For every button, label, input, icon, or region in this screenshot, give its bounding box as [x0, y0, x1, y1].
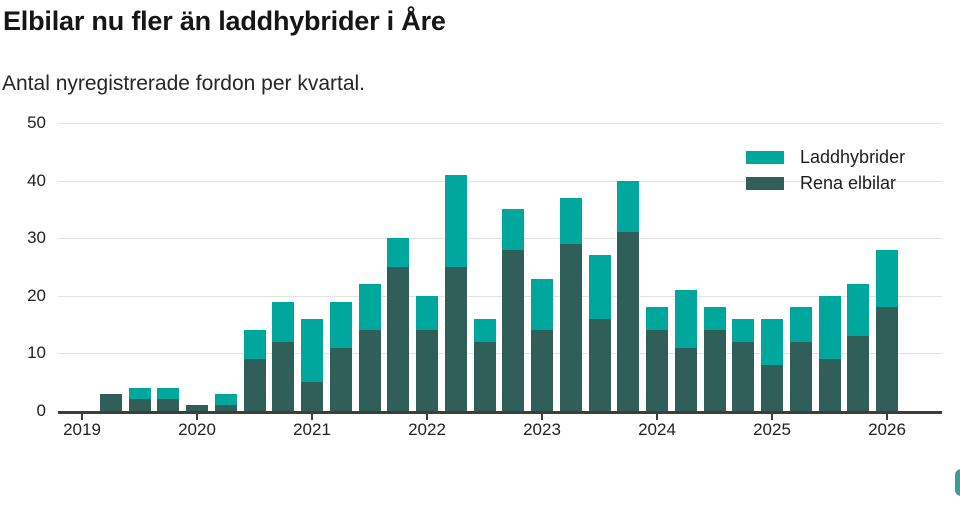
- x-tick-label-2023: 2023: [523, 420, 561, 439]
- bar-laddhybrider-2024-Q2: [675, 290, 697, 348]
- bar-rena-elbilar-2022-Q4: [502, 249, 524, 411]
- y-tick-label: 0: [36, 401, 46, 420]
- bar-rena-elbilar-2020-Q4: [272, 341, 294, 411]
- x-axis-tick-2022: [426, 414, 428, 420]
- x-axis-tick-2026: [886, 414, 888, 420]
- bar-rena-elbilar-2019-Q2: [100, 393, 122, 411]
- x-axis-tick-2020: [196, 414, 198, 420]
- bar-laddhybrider-2020-Q4: [272, 301, 294, 342]
- legend-label-laddhybrider: Laddhybrider: [800, 146, 906, 167]
- bar-laddhybrider-2022-Q2: [445, 174, 467, 267]
- legend-item-laddhybrider: Laddhybrider: [746, 144, 905, 170]
- x-tick-label-2020: 2020: [178, 420, 216, 439]
- bar-rena-elbilar-2020-Q2: [215, 405, 237, 411]
- bar-laddhybrider-2023-Q4: [617, 180, 639, 233]
- bar-laddhybrider-2023-Q1: [531, 278, 553, 331]
- legend-swatch-laddhybrider: [746, 150, 784, 164]
- bar-laddhybrider-2023-Q3: [589, 255, 611, 319]
- y-tick-label: 30: [27, 228, 46, 247]
- bar-laddhybrider-2024-Q1: [646, 307, 668, 331]
- bar-rena-elbilar-2019-Q4: [157, 399, 179, 411]
- bar-rena-elbilar-2021-Q3: [359, 330, 381, 411]
- y-tick-label: 20: [27, 286, 46, 305]
- page-subtitle: Antal nyregistrerade fordon per kvartal.: [2, 72, 366, 95]
- bar-rena-elbilar-2024-Q1: [646, 330, 668, 411]
- bar-laddhybrider-2020-Q2: [215, 393, 237, 406]
- bar-laddhybrider-2019-Q4: [157, 387, 179, 400]
- gridline-50: [58, 123, 942, 124]
- bar-rena-elbilar-2023-Q3: [589, 318, 611, 411]
- legend: Laddhybrider Rena elbilar: [746, 144, 905, 196]
- legend-swatch-rena-elbilar: [746, 176, 784, 190]
- legend-label-rena-elbilar: Rena elbilar: [800, 172, 897, 193]
- gridline-20: [58, 296, 942, 297]
- bar-rena-elbilar-2025-Q2: [790, 341, 812, 411]
- bar-rena-elbilar-2021-Q4: [387, 267, 409, 411]
- newsworthy-logo-icon: [955, 469, 960, 496]
- x-axis-tick-2021: [311, 414, 313, 420]
- bar-laddhybrider-2021-Q3: [359, 284, 381, 331]
- x-axis-tick-2024: [656, 414, 658, 420]
- y-tick-label: 40: [27, 171, 46, 190]
- bar-laddhybrider-2019-Q3: [129, 387, 151, 400]
- x-tick-label-2025: 2025: [753, 420, 791, 439]
- bar-rena-elbilar-2022-Q2: [445, 267, 467, 411]
- bar-rena-elbilar-2019-Q3: [129, 399, 151, 411]
- bar-rena-elbilar-2020-Q1: [186, 405, 208, 411]
- bar-laddhybrider-2022-Q4: [502, 209, 524, 250]
- bar-laddhybrider-2025-Q1: [761, 318, 783, 365]
- x-axis-tick-2019: [81, 414, 83, 420]
- bar-rena-elbilar-2025-Q1: [761, 364, 783, 411]
- bar-rena-elbilar-2023-Q1: [531, 330, 553, 411]
- bar-rena-elbilar-2025-Q4: [847, 336, 869, 411]
- x-axis-line: [58, 411, 942, 414]
- y-tick-label: 10: [27, 343, 46, 362]
- bar-rena-elbilar-2021-Q1: [301, 382, 323, 411]
- bar-laddhybrider-2023-Q2: [560, 197, 582, 244]
- x-tick-label-2021: 2021: [293, 420, 331, 439]
- bar-laddhybrider-2024-Q4: [732, 318, 754, 342]
- x-tick-label-2022: 2022: [408, 420, 446, 439]
- x-tick-label-2026: 2026: [868, 420, 906, 439]
- gridline-30: [58, 238, 942, 239]
- bar-rena-elbilar-2021-Q2: [330, 347, 352, 411]
- bar-laddhybrider-2025-Q3: [819, 295, 841, 360]
- bar-laddhybrider-2024-Q3: [704, 307, 726, 331]
- bar-laddhybrider-2025-Q2: [790, 307, 812, 342]
- legend-item-rena-elbilar: Rena elbilar: [746, 170, 905, 196]
- bar-rena-elbilar-2025-Q3: [819, 359, 841, 411]
- bar-laddhybrider-2022-Q3: [474, 318, 496, 342]
- bar-rena-elbilar-2022-Q3: [474, 341, 496, 411]
- gridline-40: [58, 181, 942, 182]
- bar-rena-elbilar-2023-Q2: [560, 243, 582, 411]
- bar-rena-elbilar-2024-Q4: [732, 341, 754, 411]
- bar-rena-elbilar-2024-Q3: [704, 330, 726, 411]
- bar-laddhybrider-2020-Q3: [244, 330, 266, 360]
- bar-laddhybrider-2021-Q4: [387, 238, 409, 267]
- bar-laddhybrider-2026-Q1: [876, 249, 898, 308]
- x-axis-tick-2023: [541, 414, 543, 420]
- bar-rena-elbilar-2024-Q2: [675, 347, 697, 411]
- bar-rena-elbilar-2023-Q4: [617, 232, 639, 411]
- bar-laddhybrider-2025-Q4: [847, 284, 869, 337]
- bar-laddhybrider-2021-Q2: [330, 301, 352, 348]
- x-tick-label-2019: 2019: [63, 420, 101, 439]
- page-title: Elbilar nu fler än laddhybrider i Åre: [3, 6, 446, 36]
- bar-laddhybrider-2022-Q1: [416, 295, 438, 331]
- x-tick-label-2024: 2024: [638, 420, 676, 439]
- bar-laddhybrider-2021-Q1: [301, 318, 323, 383]
- bar-rena-elbilar-2026-Q1: [876, 307, 898, 411]
- gridline-10: [58, 353, 942, 354]
- x-axis-tick-2025: [771, 414, 773, 420]
- y-tick-label: 50: [27, 113, 46, 132]
- bar-rena-elbilar-2020-Q3: [244, 359, 266, 411]
- bar-rena-elbilar-2022-Q1: [416, 330, 438, 411]
